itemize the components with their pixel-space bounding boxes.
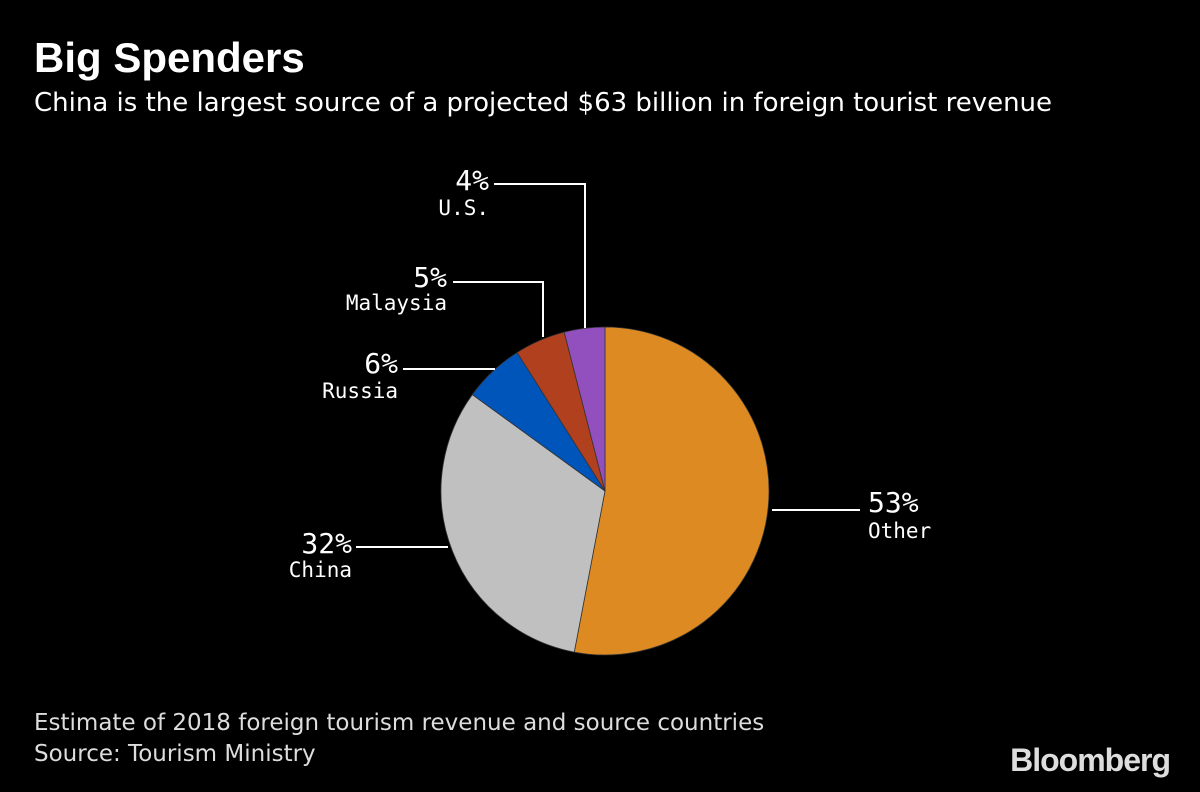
leader-line-us	[494, 183, 586, 328]
source-note: Source: Tourism Ministry	[34, 741, 316, 767]
label-pct-malaysia: 5%	[413, 261, 447, 294]
leader-line-malaysia	[453, 281, 544, 337]
label-pct-china: 32%	[301, 527, 352, 560]
label-name-malaysia: Malaysia	[346, 291, 447, 315]
label-pct-other: 53%	[868, 486, 919, 519]
chart-title: Big Spenders	[34, 34, 305, 81]
label-pct-us: 4%	[455, 164, 489, 197]
label-pct-russia: 6%	[364, 347, 398, 380]
chart-subtitle: China is the largest source of a project…	[34, 88, 1053, 118]
label-name-other: Other	[868, 519, 931, 543]
footnote: Estimate of 2018 foreign tourism revenue…	[34, 710, 765, 736]
label-name-us: U.S.	[438, 196, 489, 220]
pie-slice-china	[440, 394, 606, 653]
pie-slice-us	[563, 326, 606, 492]
label-name-russia: Russia	[322, 379, 398, 403]
bloomberg-logo: Bloomberg	[1010, 742, 1171, 778]
pie-slice-other	[573, 326, 770, 656]
leader-lines	[356, 183, 860, 548]
label-name-china: China	[289, 558, 352, 582]
